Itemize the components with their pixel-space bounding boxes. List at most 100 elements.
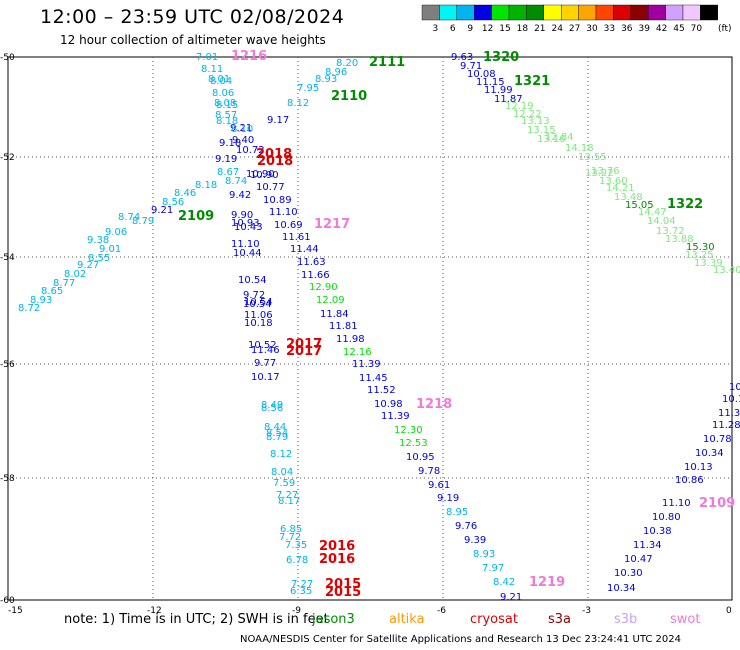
swh-value-label: 8.55: [88, 253, 110, 264]
pass-time-label: 2017: [286, 337, 322, 352]
swh-value-label: 10.34: [695, 448, 724, 459]
swh-value-label: 10.77: [256, 182, 285, 193]
swh-value-label: 11.46: [251, 345, 280, 356]
color-scale-label: 9: [467, 24, 473, 34]
swh-value-label: 8.93: [473, 549, 495, 560]
color-scale-label: 24: [551, 24, 563, 34]
swh-value-label: 13.72: [656, 226, 685, 237]
swh-value-label: 13.15: [527, 125, 556, 136]
swh-value-label: 13.39: [694, 258, 723, 269]
legend-swot: swot: [670, 612, 701, 627]
color-swatch: [613, 4, 632, 21]
swh-value-label: 13.13: [521, 116, 550, 127]
swh-value-label: 9.18: [219, 138, 241, 149]
swh-value-label: 13.55: [578, 152, 607, 163]
swh-value-label: 7.72: [279, 532, 301, 543]
pass-time-label: 2015: [325, 585, 361, 600]
color-scale-label: 18: [517, 24, 529, 34]
swh-value-label: 8.93: [30, 295, 52, 306]
axis-tick-labels: -15 -12 -9 -6 -3 0 -50 -52 -54 -56 -58 -60: [0, 53, 732, 616]
color-swatch: [439, 4, 457, 21]
swh-value-label: 8.04: [210, 76, 232, 87]
swh-value-label: 8.54: [266, 428, 288, 439]
swh-value-label: 10.47: [624, 554, 653, 565]
color-scale-label: 12: [482, 24, 493, 34]
color-swatch: [526, 4, 545, 21]
color-scale-label: 70: [691, 24, 703, 34]
x-tick-label: -15: [8, 606, 23, 616]
swh-value-label: 9.42: [229, 190, 251, 201]
legend-s3b: s3b: [614, 612, 638, 627]
pass-time-label: 2018: [257, 154, 293, 169]
color-swatch: [578, 4, 597, 21]
swh-value-label: 7.27: [291, 579, 313, 590]
swh-value-label: 12.84: [545, 132, 574, 143]
swh-value-label: 10.34: [607, 583, 636, 594]
pass-time-label: 2111: [369, 55, 405, 70]
swh-value-label: 10.72: [236, 145, 265, 156]
color-swatch: [665, 4, 684, 21]
swh-value-label: 9.39: [464, 535, 486, 546]
y-tick-label: -60: [0, 596, 15, 606]
swh-value-label: 11.66: [301, 270, 330, 281]
color-swatch: [682, 4, 701, 21]
pass-time-label: 1320: [483, 50, 519, 65]
footer-note: note: 1) Time is in UTC; 2) SWH is in fe…: [64, 612, 329, 627]
swh-value-label: 7.01: [196, 52, 218, 63]
swh-value-label: 12.30: [394, 425, 423, 436]
swh-value-label: 6.35: [290, 586, 312, 597]
swh-value-label: 8.49: [261, 400, 283, 411]
swh-value-label: 13.40: [713, 265, 740, 276]
swh-value-label: 8.11: [201, 64, 223, 75]
y-tick-label: -58: [0, 474, 15, 484]
swh-value-label: 10.90: [250, 170, 279, 181]
y-tick-label: -52: [0, 153, 15, 163]
swh-value-label: 8.06: [212, 88, 234, 99]
pass-time-label: 1217: [314, 217, 350, 232]
pass-time-label: 2109: [178, 209, 214, 224]
legend-jason3: jason3: [312, 612, 355, 627]
swh-value-label: 10.18: [244, 318, 273, 329]
observation-labels: 7.018.118.018.048.068.088.158.578.189.21…: [18, 52, 740, 603]
swh-value-label: 8.46: [174, 188, 196, 199]
color-swatch: [630, 4, 649, 21]
swh-value-label: 8.79: [132, 216, 154, 227]
swh-value-label: 9.21: [230, 123, 252, 134]
swh-value-label: 10.54: [243, 299, 272, 310]
swh-value-label: 8.72: [18, 303, 40, 314]
swh-value-label: 8.56: [261, 403, 283, 414]
x-tick-label: -12: [147, 606, 162, 616]
swh-value-label: 13.22: [585, 168, 614, 179]
swh-value-label: 8.02: [64, 269, 86, 280]
pass-time-label: 2016: [319, 539, 355, 554]
swh-value-label: 9.63: [451, 52, 473, 63]
legend-altika: altika: [389, 612, 425, 627]
swh-value-label: 8.01: [208, 74, 230, 85]
swh-value-label: 8.44: [264, 422, 286, 433]
y-tick-label: -50: [0, 53, 15, 63]
swh-value-label: 11.63: [297, 257, 326, 268]
swh-value-label: 13.48: [614, 192, 643, 203]
swh-value-label: 8.96: [325, 67, 347, 78]
color-scale-label: 21: [534, 24, 545, 34]
swh-value-label: 12.53: [399, 438, 428, 449]
color-scale-label: 15: [499, 24, 510, 34]
swh-value-label: 10.89: [263, 195, 292, 206]
swh-value-label: 8.18: [195, 180, 217, 191]
pass-time-label: 1218: [416, 397, 452, 412]
x-tick-label: -9: [292, 606, 301, 616]
swh-value-label: 14.18: [565, 143, 594, 154]
swh-value-label: 15.05: [625, 200, 654, 211]
pass-time-label: 2017: [286, 344, 322, 359]
color-swatch: [648, 4, 666, 21]
swh-value-label: 10.30: [614, 568, 643, 579]
swh-value-label: 8.42: [493, 577, 515, 588]
swh-value-label: 8.12: [270, 449, 292, 460]
y-tick-label: -56: [0, 360, 15, 370]
swh-value-label: 10.1: [722, 394, 740, 405]
pass-time-label: 2018: [256, 147, 292, 162]
swh-value-label: 9.27: [77, 260, 99, 271]
swh-value-label: 9.40: [232, 135, 254, 146]
color-scale-label: 45: [673, 24, 684, 34]
